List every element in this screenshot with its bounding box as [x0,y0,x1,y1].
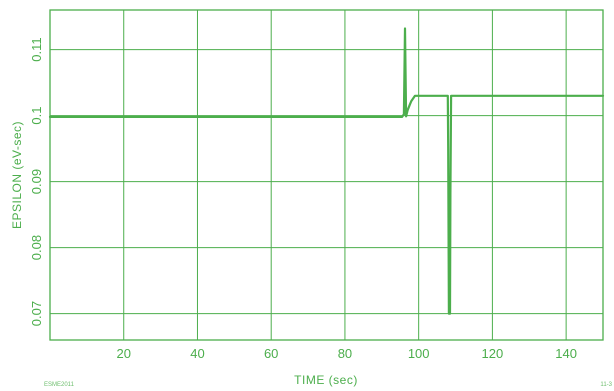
footer-left-code: ESME2011 [44,382,75,388]
footer-right-code: 11-3 [600,382,612,388]
x-tick-label: 20 [116,346,130,361]
x-tick-label: 140 [555,346,577,361]
y-tick-label: 0.09 [29,169,44,194]
y-axis-title: EPSILON (eV-sec) [10,121,24,229]
y-tick-label: 0.08 [29,235,44,260]
x-tick-label: 120 [482,346,504,361]
x-tick-label: 40 [190,346,204,361]
y-tick-label: 0.07 [29,301,44,326]
x-tick-label: 80 [338,346,352,361]
plot-frame [49,9,604,341]
series-line [48,27,605,315]
y-tick-label: 0.11 [29,37,44,61]
tick-labels: 20 40 60 80 100 120 140 0.07 0.08 0.09 0.1 0.11 [29,37,577,361]
x-tick-label: 60 [264,346,278,361]
x-axis-title: TIME (sec) [294,373,358,387]
series-group [48,27,605,315]
y-tick-label: 0.1 [29,107,44,125]
grid [50,10,603,340]
x-tick-label: 100 [408,346,430,361]
